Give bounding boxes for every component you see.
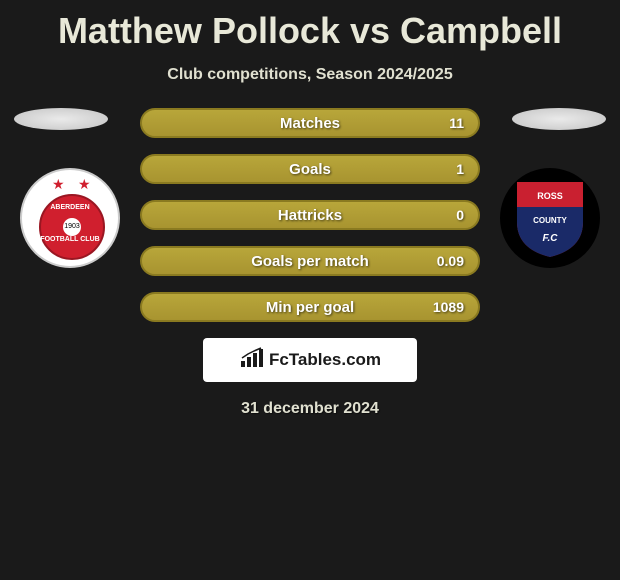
badge-circle: ★ ★ ABERDEEN 1903 FOOTBALL CLUB: [20, 168, 120, 268]
svg-text:ROSS: ROSS: [537, 191, 563, 201]
brand-text: FcTables.com: [269, 350, 381, 370]
stat-row: Matches 11: [140, 108, 480, 138]
stat-label: Goals: [289, 161, 331, 178]
badge-year: 1903: [63, 218, 81, 236]
stat-label: Goals per match: [251, 253, 369, 270]
svg-text:F.C: F.C: [543, 233, 559, 244]
chart-icon: [239, 347, 265, 374]
stat-value: 0.09: [437, 253, 464, 269]
date-label: 31 december 2024: [0, 400, 620, 418]
comparison-area: ★ ★ ABERDEEN 1903 FOOTBALL CLUB ROSS COU…: [0, 108, 620, 418]
stat-value: 0: [456, 207, 464, 223]
svg-text:COUNTY: COUNTY: [533, 216, 567, 225]
stat-value: 1: [456, 161, 464, 177]
stat-value: 11: [449, 115, 464, 131]
player-ellipse-left: [14, 108, 108, 130]
badge-circle: ROSS COUNTY F.C: [500, 168, 600, 268]
stat-label: Min per goal: [266, 299, 354, 316]
star-icon: ★: [52, 176, 65, 193]
brand-badge: FcTables.com: [203, 338, 417, 382]
stat-row: Goals 1: [140, 154, 480, 184]
stats-table: Matches 11 Goals 1 Hattricks 0 Goals per…: [140, 108, 480, 322]
player-ellipse-right: [512, 108, 606, 130]
badge-text-top: ABERDEEN: [22, 204, 118, 212]
shield-icon: ROSS COUNTY F.C: [512, 177, 588, 259]
stat-label: Matches: [280, 115, 340, 132]
stat-row: Min per goal 1089: [140, 292, 480, 322]
stat-value: 1089: [433, 299, 464, 315]
page-title: Matthew Pollock vs Campbell: [0, 0, 620, 52]
badge-text-bottom: FOOTBALL CLUB: [22, 236, 118, 244]
stat-label: Hattricks: [278, 207, 342, 224]
stat-row: Hattricks 0: [140, 200, 480, 230]
stat-row: Goals per match 0.09: [140, 246, 480, 276]
team-badge-left: ★ ★ ABERDEEN 1903 FOOTBALL CLUB: [20, 168, 120, 268]
team-badge-right: ROSS COUNTY F.C: [500, 168, 600, 268]
subtitle: Club competitions, Season 2024/2025: [0, 66, 620, 84]
star-icon: ★: [78, 176, 91, 193]
